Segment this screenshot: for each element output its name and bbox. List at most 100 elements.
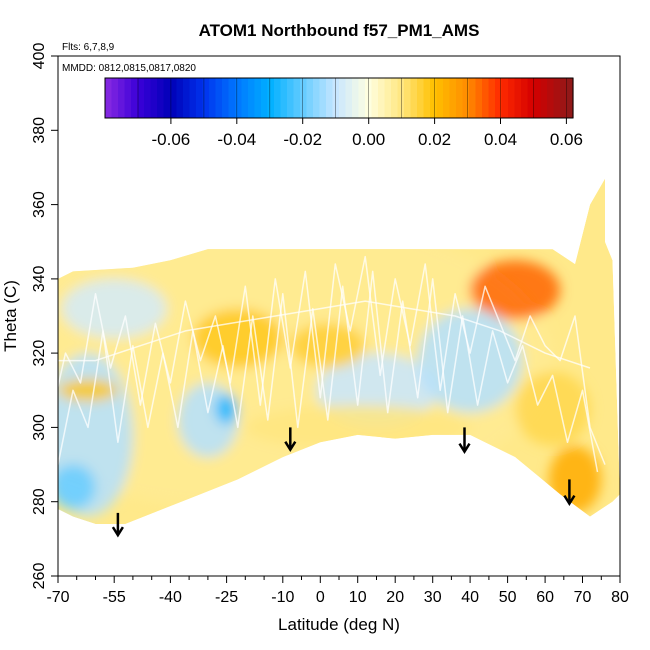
colorbar: -0.06 -0.04 -0.02 0.00 0.02 0.04 0.06: [104, 77, 583, 149]
flights-annotation: Flts: 6,7,8,9: [62, 42, 115, 53]
colorbar-segment: [306, 78, 314, 118]
x-tick-label: 20: [386, 589, 404, 606]
colorbar-segment: [488, 78, 496, 118]
chart-title: ATOM1 Northbound f57_PM1_AMS: [199, 21, 480, 40]
colorbar-segment: [215, 78, 223, 118]
y-axis: 260 280 300 320 340 360 380 400: [31, 43, 58, 590]
colorbar-segment: [111, 78, 119, 118]
colorbar-segment: [345, 78, 353, 118]
colorbar-segment: [540, 78, 548, 118]
colorbar-segment: [553, 78, 561, 118]
colorbar-segment: [261, 78, 269, 118]
heatmap-regions: [58, 212, 602, 517]
colorbar-segment: [495, 78, 503, 118]
colorbar-segment: [430, 78, 438, 118]
y-tick-label: 400: [31, 43, 48, 70]
x-tick-label: 80: [611, 589, 629, 606]
colorbar-tick-label: -0.04: [217, 130, 256, 149]
arrow-head: [111, 526, 124, 538]
flight-tracks: [58, 255, 606, 473]
heatmap-region-blue-spot-25s: [215, 394, 238, 424]
x-tick-label: 10: [349, 589, 367, 606]
colorbar-segment: [280, 78, 288, 118]
colorbar-segment: [339, 78, 347, 118]
x-tick-label: -25: [215, 589, 238, 606]
down-arrow: [111, 512, 124, 538]
colorbar-segment: [404, 78, 412, 118]
colorbar-segment: [566, 78, 574, 118]
colorbar-segment: [384, 78, 392, 118]
colorbar-segment: [274, 78, 282, 118]
y-tick-label: 320: [31, 340, 48, 367]
colorbar-segment: [189, 78, 197, 118]
colorbar-segment: [534, 78, 542, 118]
colorbar-segment: [378, 78, 386, 118]
colorbar-segment: [371, 78, 379, 118]
y-tick-label: 260: [31, 563, 48, 590]
colorbar-segment: [332, 78, 340, 118]
colorbar-segment: [183, 78, 191, 118]
x-tick-label: 0: [316, 589, 325, 606]
colorbar-segment: [105, 78, 113, 118]
colorbar-tick-label: -0.06: [152, 130, 191, 149]
colorbar-segment: [235, 78, 243, 118]
colorbar-segment: [267, 78, 275, 118]
down-arrow: [563, 479, 576, 506]
colorbar-segment: [124, 78, 132, 118]
colorbar-segment: [475, 78, 483, 118]
colorbar-segment: [527, 78, 535, 118]
colorbar-segment: [456, 78, 464, 118]
colorbar-segment: [397, 78, 405, 118]
flight-track-2: [58, 270, 599, 473]
colorbar-segment: [521, 78, 529, 118]
colorbar-segment: [209, 78, 217, 118]
colorbar-tick-label: 0.02: [418, 130, 451, 149]
colorbar-segment: [443, 78, 451, 118]
y-axis-label: Theta (C): [1, 280, 20, 352]
colorbar-segment: [287, 78, 295, 118]
x-tick-label: 40: [461, 589, 479, 606]
y-tick-label: 360: [31, 191, 48, 218]
colorbar-segment: [410, 78, 418, 118]
colorbar-segment: [254, 78, 262, 118]
colorbar-segment: [137, 78, 145, 118]
colorbar-segment: [248, 78, 256, 118]
colorbar-tick-label: -0.02: [283, 130, 322, 149]
colorbar-segment: [508, 78, 516, 118]
arrow-head: [284, 441, 297, 453]
colorbar-segment: [150, 78, 158, 118]
y-tick-label: 300: [31, 414, 48, 441]
colorbar-segment: [358, 78, 366, 118]
flight-track-1: [58, 255, 606, 465]
colorbar-segment: [131, 78, 139, 118]
colorbar-segment: [300, 78, 308, 118]
colorbar-segment: [196, 78, 204, 118]
colorbar-frame: [104, 77, 574, 119]
arrows: [111, 427, 576, 538]
colorbar-segment: [469, 78, 477, 118]
x-tick-label: -40: [159, 589, 182, 606]
x-tick-label: 50: [499, 589, 517, 606]
y-tick-label: 340: [31, 265, 48, 292]
heatmap-region-southern-upper-blue: [61, 278, 167, 339]
heatmap-region-lower-yellow: [245, 405, 471, 450]
heatmap-region-southern-low-blue: [58, 464, 96, 510]
x-tick-label: 70: [574, 589, 592, 606]
x-tick-label: -70: [46, 589, 69, 606]
arrow-head: [458, 442, 471, 454]
x-tick-label: -10: [271, 589, 294, 606]
colorbar-tick-label: 0.00: [352, 130, 385, 149]
colorbar-segment: [222, 78, 230, 118]
x-tick-label: 30: [424, 589, 442, 606]
colorbar-segment: [202, 78, 210, 118]
colorbar-tick-label: 0.04: [484, 130, 517, 149]
colorbar-segment: [241, 78, 249, 118]
colorbar-segment: [170, 78, 178, 118]
heatmap-region-north-mid-orange: [515, 371, 591, 446]
colorbar-segment: [118, 78, 126, 118]
colorbar-segment: [560, 78, 568, 118]
colorbar-segment: [176, 78, 184, 118]
heatmap-layer: [58, 178, 620, 524]
colorbar-segment: [501, 78, 509, 118]
x-axis: -70 -55 -40 -25 -10 0 10 20 30 40 50 60 70 80: [46, 576, 629, 606]
